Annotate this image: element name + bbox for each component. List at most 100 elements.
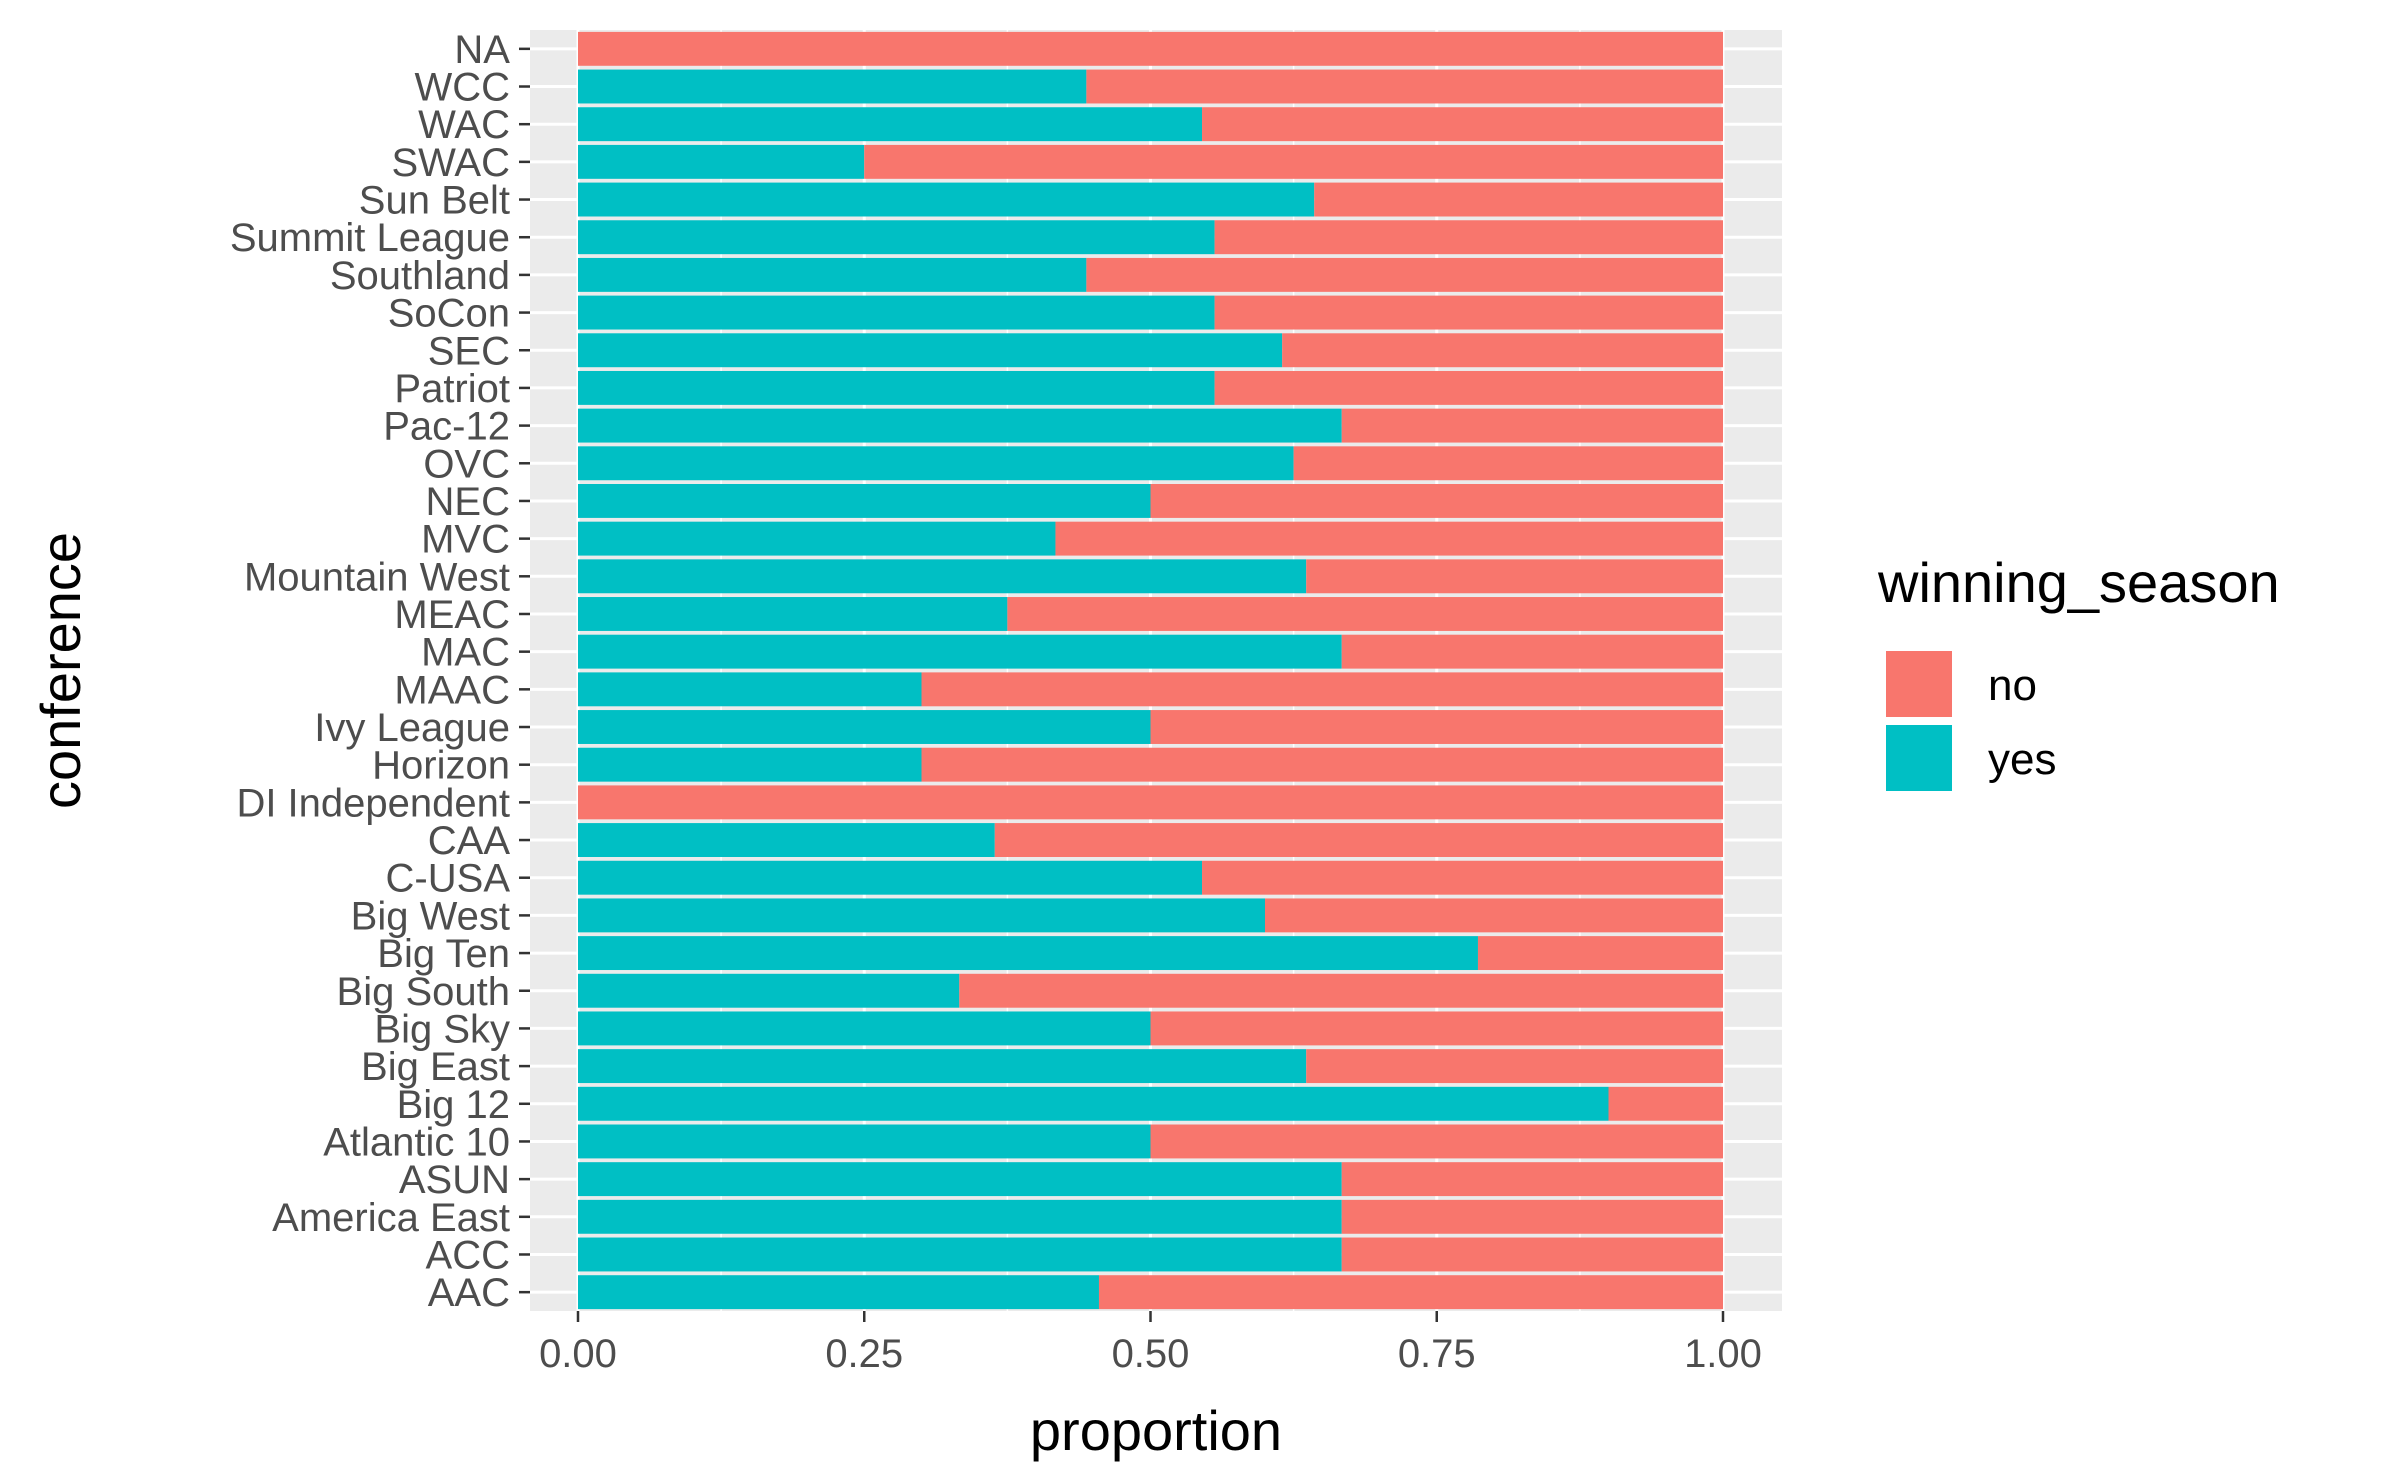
y-tick-label: NEC bbox=[426, 480, 510, 524]
x-tick-label: 0.50 bbox=[1112, 1332, 1190, 1376]
y-tick-label: Big 12 bbox=[397, 1083, 510, 1127]
bar-no-atlantic-10 bbox=[1150, 1124, 1723, 1159]
bar-yes-atlantic-10 bbox=[578, 1124, 1151, 1159]
bar-yes-big-west bbox=[578, 898, 1265, 933]
bar-no-big-sky bbox=[1150, 1011, 1723, 1046]
bar-yes-pac-12 bbox=[578, 408, 1342, 443]
bar-no-maac bbox=[921, 672, 1723, 707]
bar-yes-acc bbox=[578, 1237, 1342, 1272]
bar-no-big-west bbox=[1265, 898, 1723, 933]
bar-no-big-south bbox=[959, 973, 1723, 1008]
x-axis-title: proportion bbox=[1030, 1399, 1282, 1462]
bar-no-wcc bbox=[1086, 69, 1723, 104]
bar-no-nec bbox=[1150, 484, 1723, 518]
bar-no-pac-12 bbox=[1341, 408, 1723, 443]
y-tick-label: Summit League bbox=[230, 216, 510, 260]
y-tick-label: America East bbox=[272, 1196, 510, 1240]
bar-yes-wac bbox=[578, 107, 1203, 142]
bar-yes-wcc bbox=[578, 69, 1087, 104]
y-tick-label: Atlantic 10 bbox=[323, 1120, 510, 1164]
bar-no-swac bbox=[864, 144, 1723, 179]
y-tick-label: Horizon bbox=[372, 744, 510, 788]
bar-no-patriot bbox=[1214, 370, 1723, 405]
bar-no-mac bbox=[1341, 634, 1723, 669]
legend-label-no: no bbox=[1988, 661, 2037, 710]
bar-yes-southland bbox=[578, 257, 1087, 292]
bar-yes-sec bbox=[578, 333, 1283, 368]
bar-yes-nec bbox=[578, 484, 1151, 518]
y-tick-label: SoCon bbox=[388, 292, 510, 336]
bar-yes-socon bbox=[578, 295, 1215, 330]
bar-yes-swac bbox=[578, 144, 865, 179]
y-tick-label: Big Sky bbox=[374, 1007, 510, 1051]
bar-yes-asun bbox=[578, 1162, 1342, 1197]
y-tick-label: OVC bbox=[423, 442, 510, 486]
bar-no-c-usa bbox=[1202, 860, 1723, 895]
bar-no-ovc bbox=[1293, 446, 1723, 481]
bar-no-di-independent bbox=[578, 785, 1723, 820]
x-tick-label: 0.75 bbox=[1398, 1332, 1476, 1376]
bar-yes-mvc bbox=[578, 521, 1056, 556]
y-tick-label: DI Independent bbox=[236, 781, 510, 825]
y-tick-label: WAC bbox=[418, 103, 510, 147]
y-tick-label: ACC bbox=[426, 1233, 510, 1277]
bar-no-big-12 bbox=[1608, 1086, 1723, 1121]
y-tick-label: Patriot bbox=[394, 367, 510, 411]
bar-no-southland bbox=[1086, 257, 1723, 292]
bars bbox=[578, 31, 1723, 1310]
y-tick-label: SWAC bbox=[391, 141, 510, 185]
bar-no-socon bbox=[1214, 295, 1723, 330]
bar-yes-aac bbox=[578, 1275, 1099, 1310]
bar-yes-maac bbox=[578, 672, 922, 707]
legend: winning_season no yes bbox=[1877, 551, 2280, 793]
y-tick-label: AAC bbox=[428, 1271, 510, 1315]
y-tick-label: Big Ten bbox=[377, 932, 510, 976]
bar-yes-mac bbox=[578, 634, 1342, 669]
bar-yes-big-12 bbox=[578, 1086, 1609, 1121]
x-tick-label: 0.25 bbox=[825, 1332, 903, 1376]
bar-no-caa bbox=[994, 823, 1723, 857]
bar-no-na bbox=[578, 31, 1723, 66]
y-tick-label: NA bbox=[454, 28, 510, 72]
y-tick-label: MVC bbox=[421, 518, 510, 562]
bar-yes-big-ten bbox=[578, 936, 1478, 971]
legend-key-no bbox=[1884, 649, 1954, 719]
bar-no-big-ten bbox=[1477, 936, 1723, 971]
bar-no-sun-belt bbox=[1314, 182, 1723, 217]
bar-yes-mountain-west bbox=[578, 559, 1307, 594]
bar-yes-ivy-league bbox=[578, 710, 1151, 744]
y-tick-label: ASUN bbox=[399, 1158, 510, 1202]
y-tick-label: Big West bbox=[351, 894, 510, 938]
legend-title: winning_season bbox=[1877, 551, 2280, 614]
bar-yes-patriot bbox=[578, 370, 1215, 405]
bar-yes-summit-league bbox=[578, 220, 1215, 255]
y-tick-label: Mountain West bbox=[244, 555, 510, 599]
y-tick-label: MEAC bbox=[394, 593, 510, 637]
bar-no-wac bbox=[1202, 107, 1723, 142]
bar-yes-ovc bbox=[578, 446, 1294, 481]
y-tick-label: Ivy League bbox=[314, 706, 510, 750]
bar-no-america-east bbox=[1341, 1199, 1723, 1234]
x-tick-label: 1.00 bbox=[1684, 1332, 1762, 1376]
y-tick-label: SEC bbox=[428, 329, 510, 373]
bar-no-summit-league bbox=[1214, 220, 1723, 255]
bar-yes-horizon bbox=[578, 747, 922, 782]
x-tick-label: 0.00 bbox=[539, 1332, 617, 1376]
bar-yes-meac bbox=[578, 597, 1008, 631]
bar-yes-sun-belt bbox=[578, 182, 1315, 217]
bar-yes-c-usa bbox=[578, 860, 1203, 895]
bar-yes-big-east bbox=[578, 1049, 1307, 1084]
bar-no-asun bbox=[1341, 1162, 1723, 1197]
y-tick-label: Sun Belt bbox=[359, 179, 510, 223]
y-tick-label: Big East bbox=[361, 1045, 510, 1089]
bar-no-mountain-west bbox=[1306, 559, 1723, 594]
y-tick-label: WCC bbox=[414, 66, 510, 110]
bar-yes-caa bbox=[578, 823, 995, 857]
bar-no-sec bbox=[1282, 333, 1723, 368]
bar-no-aac bbox=[1098, 1275, 1723, 1310]
y-tick-label: C-USA bbox=[386, 857, 511, 901]
bar-no-meac bbox=[1007, 597, 1723, 631]
legend-key-yes bbox=[1884, 723, 1954, 793]
